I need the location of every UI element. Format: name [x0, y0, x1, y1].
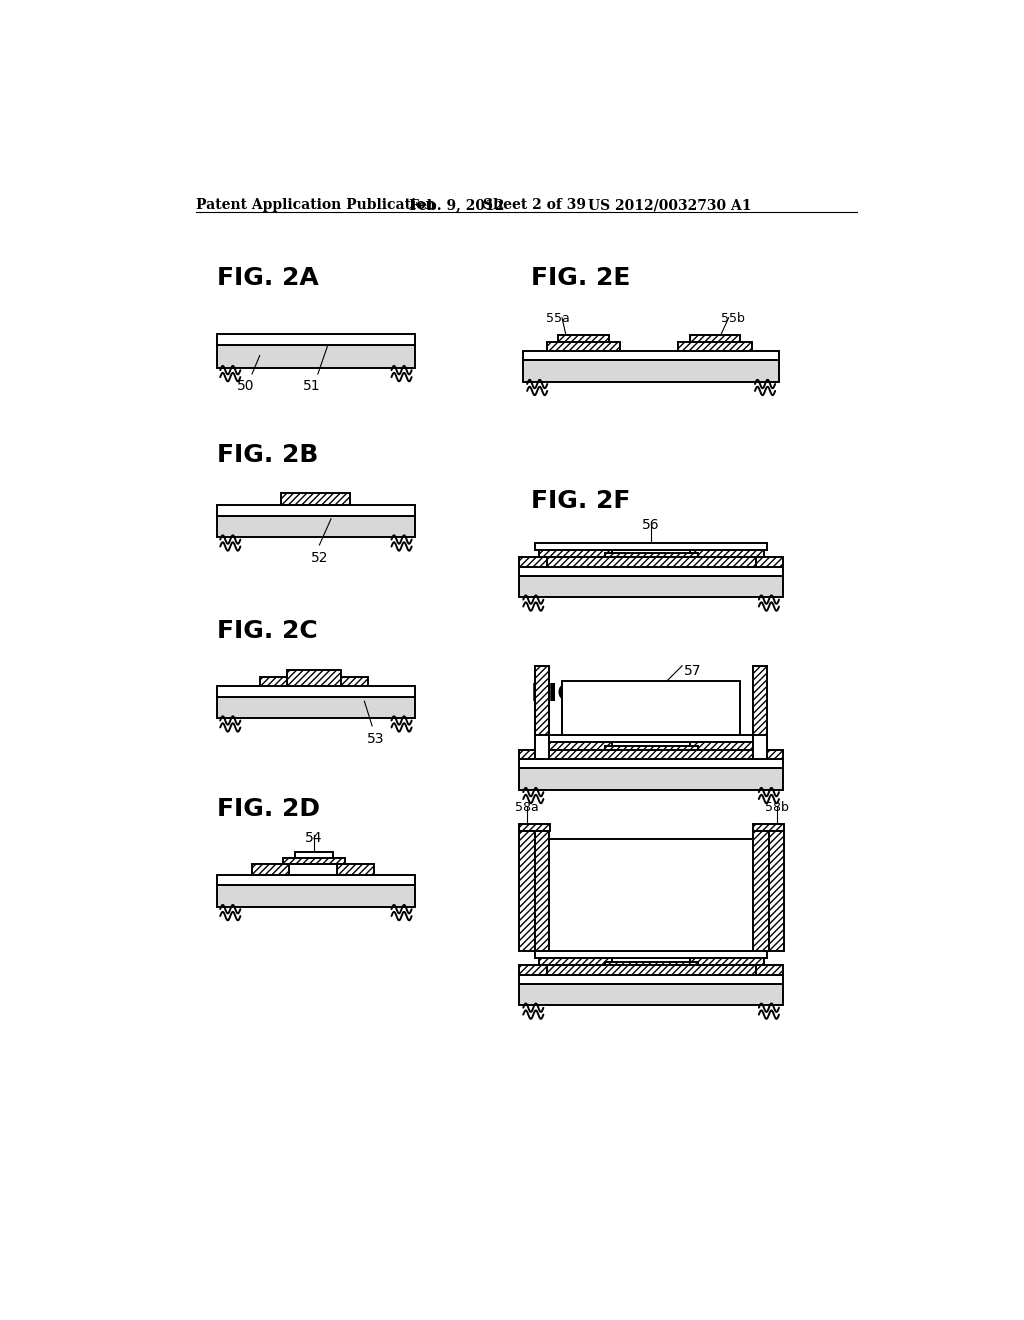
Bar: [539, 557, 764, 566]
Text: FIG. 2D: FIG. 2D: [217, 797, 321, 821]
Text: FIG. 2A: FIG. 2A: [217, 267, 318, 290]
Bar: [281, 494, 350, 506]
Bar: [519, 965, 547, 974]
Bar: [690, 335, 740, 342]
Text: 55b: 55b: [721, 312, 744, 325]
Bar: [539, 965, 764, 974]
Bar: [604, 553, 697, 557]
Bar: [754, 824, 784, 832]
Bar: [690, 958, 764, 965]
Bar: [217, 345, 415, 368]
Bar: [558, 335, 608, 342]
Text: Feb. 9, 2012: Feb. 9, 2012: [409, 198, 504, 213]
Bar: [535, 950, 767, 958]
Bar: [519, 824, 550, 832]
Bar: [535, 665, 549, 735]
Bar: [690, 549, 764, 557]
Bar: [756, 557, 783, 566]
Bar: [519, 566, 783, 576]
Text: 51: 51: [303, 379, 321, 392]
Bar: [539, 742, 612, 750]
Text: 55a: 55a: [546, 312, 570, 325]
Bar: [217, 334, 415, 345]
Bar: [217, 697, 415, 718]
Bar: [535, 543, 767, 549]
Text: FIG. 2G: FIG. 2G: [531, 682, 634, 706]
Text: 53: 53: [368, 733, 385, 746]
Bar: [754, 665, 767, 759]
Bar: [534, 832, 549, 950]
Bar: [519, 576, 783, 598]
Bar: [523, 351, 779, 360]
Text: 58a: 58a: [515, 800, 539, 813]
Bar: [519, 983, 783, 1006]
Bar: [217, 516, 415, 537]
Bar: [756, 750, 783, 759]
Bar: [562, 681, 740, 735]
Bar: [519, 974, 783, 983]
Bar: [217, 886, 415, 907]
Bar: [519, 557, 547, 566]
Text: Patent Application Publication: Patent Application Publication: [197, 198, 436, 213]
Bar: [756, 965, 783, 974]
Text: FIG. 2H: FIG. 2H: [531, 867, 634, 891]
Bar: [604, 961, 697, 965]
Bar: [678, 342, 752, 351]
Text: US 2012/0032730 A1: US 2012/0032730 A1: [589, 198, 752, 213]
Text: FIG. 2B: FIG. 2B: [217, 444, 318, 467]
Text: 57: 57: [684, 664, 701, 678]
Bar: [690, 742, 764, 750]
Text: FIG. 2E: FIG. 2E: [531, 267, 631, 290]
Bar: [217, 686, 415, 697]
Bar: [519, 832, 535, 950]
Bar: [330, 677, 369, 686]
Text: 56: 56: [642, 517, 659, 532]
Bar: [535, 665, 549, 759]
Bar: [283, 858, 345, 865]
Bar: [287, 671, 341, 686]
Text: FIG. 2C: FIG. 2C: [217, 619, 317, 643]
Bar: [519, 759, 783, 768]
Bar: [539, 549, 612, 557]
Bar: [535, 735, 767, 742]
Bar: [769, 832, 784, 950]
Bar: [539, 750, 764, 759]
Text: Sheet 2 of 39: Sheet 2 of 39: [483, 198, 586, 213]
Text: FIG. 2F: FIG. 2F: [531, 490, 631, 513]
Text: 54: 54: [305, 830, 323, 845]
Bar: [547, 342, 621, 351]
Bar: [337, 865, 375, 875]
Bar: [519, 768, 783, 789]
Bar: [754, 832, 769, 950]
Bar: [217, 506, 415, 516]
Bar: [754, 665, 767, 735]
Bar: [252, 865, 289, 875]
Bar: [523, 360, 779, 381]
Bar: [519, 750, 547, 759]
Text: 50: 50: [237, 379, 255, 392]
Bar: [260, 677, 299, 686]
Bar: [604, 746, 697, 750]
Bar: [539, 958, 612, 965]
Bar: [217, 875, 415, 886]
Bar: [295, 853, 334, 858]
Text: 52: 52: [310, 552, 328, 565]
Bar: [549, 840, 754, 950]
Text: 58b: 58b: [765, 800, 788, 813]
